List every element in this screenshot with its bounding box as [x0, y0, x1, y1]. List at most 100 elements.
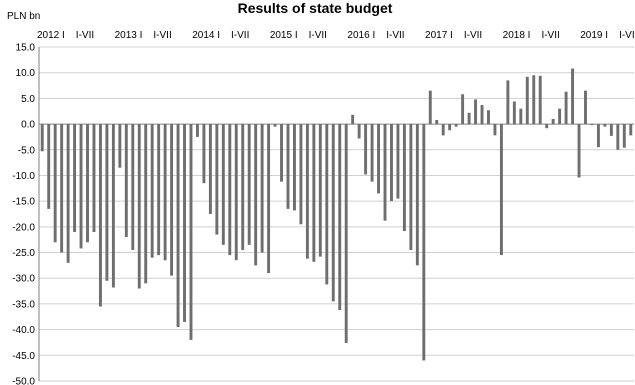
- y-tick-label: -30.0: [12, 274, 35, 285]
- bar: [461, 94, 465, 125]
- y-unit-label: PLN bn: [7, 11, 40, 22]
- bar: [409, 124, 413, 250]
- bar: [60, 124, 64, 253]
- bar: [622, 124, 626, 148]
- bar: [338, 124, 342, 311]
- bar: [124, 124, 128, 238]
- bar: [545, 124, 549, 129]
- bar: [98, 124, 102, 307]
- bar: [564, 91, 568, 125]
- bar: [40, 124, 44, 152]
- bar: [137, 124, 141, 289]
- x-tick-label: 2017 I: [425, 30, 453, 41]
- y-tick-label: -50.0: [12, 377, 35, 385]
- bar: [150, 124, 154, 258]
- bar: [280, 124, 283, 182]
- bar: [305, 124, 309, 259]
- bar: [499, 124, 503, 256]
- bar: [370, 124, 374, 182]
- bar: [273, 124, 277, 127]
- x-tick-label: 2012 I: [37, 30, 65, 41]
- bar: [79, 124, 83, 249]
- y-tick-label: -25.0: [12, 248, 35, 259]
- bar: [208, 124, 212, 214]
- bar: [189, 124, 193, 340]
- x-tick-label: 2018 I: [503, 30, 531, 41]
- bar: [293, 124, 296, 211]
- y-tick-label: -20.0: [12, 222, 35, 233]
- x-tick-label: 2014 I: [192, 30, 220, 41]
- bar: [377, 124, 380, 194]
- bar: [118, 124, 122, 168]
- bar: [299, 124, 303, 225]
- x-tick-label: 2013 I: [115, 30, 143, 41]
- x-tick-label: I-VII: [309, 30, 327, 41]
- gridlines: [38, 46, 634, 382]
- bar: [584, 90, 587, 125]
- bar: [474, 99, 478, 125]
- x-tick-label: 2015 I: [270, 30, 298, 41]
- bar: [383, 124, 387, 221]
- bar: [66, 124, 70, 263]
- bar: [157, 124, 161, 256]
- bar: [331, 124, 335, 302]
- bar: [170, 124, 174, 276]
- y-tick-label: -5.0: [18, 145, 36, 156]
- bar: [357, 124, 361, 139]
- y-tick-label: 0.0: [21, 120, 35, 131]
- y-tick-label: -15.0: [12, 197, 35, 208]
- bar: [519, 108, 523, 125]
- bar: [402, 124, 406, 231]
- bar: [247, 124, 251, 245]
- bar: [260, 124, 264, 253]
- y-tick-label: 15.0: [16, 43, 36, 54]
- bar: [105, 124, 109, 281]
- bar: [221, 124, 225, 245]
- bar: [364, 124, 368, 175]
- bar: [435, 119, 439, 125]
- bar: [422, 124, 426, 361]
- bar: [267, 124, 271, 274]
- bar: [629, 124, 633, 136]
- x-tick-label: I-VII: [386, 30, 404, 41]
- x-tick-label: 2016 I: [347, 30, 375, 41]
- bar: [228, 124, 232, 256]
- bar: [532, 75, 536, 125]
- chart-title: Results of state budget: [238, 0, 393, 16]
- y-tick-label: 5.0: [21, 94, 35, 105]
- y-tick-label: -40.0: [12, 325, 35, 336]
- x-tick-label: 2019 I: [580, 30, 608, 41]
- bar: [53, 124, 57, 243]
- bar: [344, 124, 348, 343]
- bar: [241, 124, 245, 250]
- bar: [234, 124, 238, 261]
- bar: [254, 124, 258, 266]
- bar: [325, 124, 329, 285]
- bar: [131, 124, 135, 250]
- bar: [448, 124, 452, 131]
- bars: [40, 68, 633, 361]
- x-tick-label: I-VII: [541, 30, 559, 41]
- bar: [73, 124, 77, 232]
- bar: [558, 108, 562, 125]
- bar: [551, 118, 555, 125]
- bar: [441, 124, 445, 136]
- bar: [493, 124, 497, 136]
- bar: [428, 90, 432, 125]
- bar: [480, 105, 484, 125]
- bar: [596, 124, 600, 148]
- bar: [396, 124, 400, 199]
- x-tick-label: I-VII: [231, 30, 249, 41]
- bar: [163, 124, 167, 261]
- y-axis-ticks: 15.0 10.0 5.0 0.0 -5.0 -10.0 -15.0 -20.0 -25.0 -3…: [12, 43, 35, 385]
- x-axis-ticks: 2012 I I-VII 2013 I I-VII 2014 I I-VII 2015 I I…: [37, 30, 635, 41]
- bar: [318, 124, 322, 257]
- bar: [92, 124, 96, 232]
- bar: [195, 124, 199, 137]
- bar: [577, 124, 581, 178]
- bar: [487, 110, 490, 125]
- bar: [202, 124, 206, 184]
- bar: [467, 112, 471, 125]
- bar: [512, 101, 516, 125]
